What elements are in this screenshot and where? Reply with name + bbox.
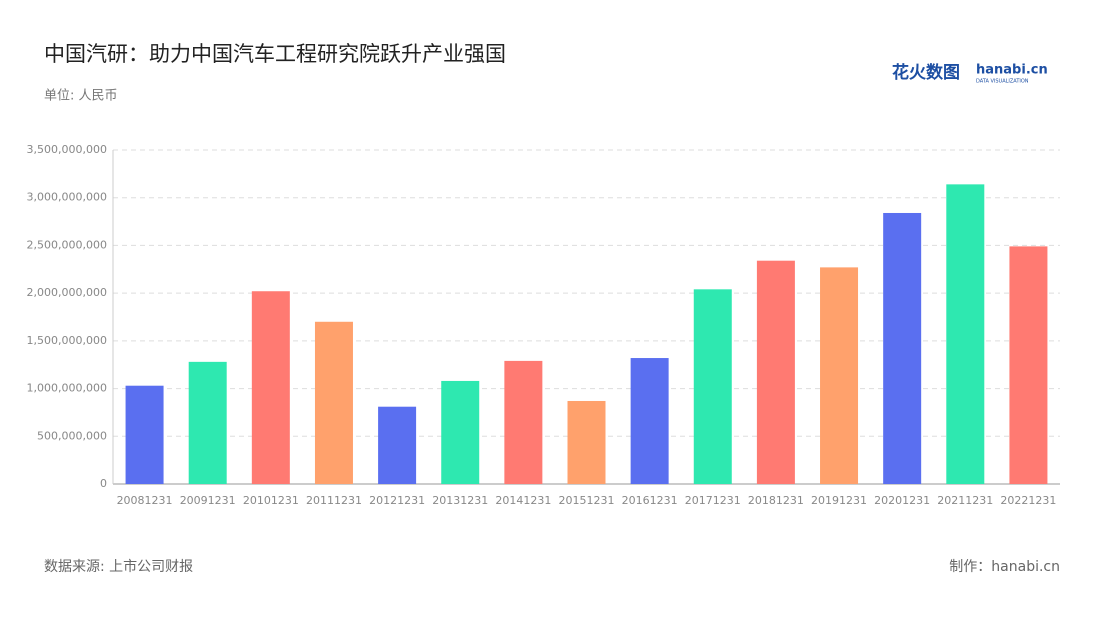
bar [188, 361, 227, 484]
x-tick-label: 20101231 [243, 494, 299, 507]
bar [504, 360, 543, 484]
x-tick-label: 20111231 [306, 494, 362, 507]
bar [567, 400, 606, 484]
x-tick-label: 20121231 [369, 494, 425, 507]
chart-title: 中国汽研：助力中国汽车工程研究院跃升产业强国 [44, 42, 506, 66]
logo-tagline: DATA VISUALIZATION [976, 79, 1029, 85]
x-tick-label: 20191231 [811, 494, 867, 507]
logo-name: 花火数图 [892, 62, 960, 83]
x-tick-label: 20211231 [937, 494, 993, 507]
y-tick-label: 2,000,000,000 [27, 286, 107, 299]
bar [378, 406, 417, 484]
x-tick-label: 20131231 [432, 494, 488, 507]
source: 数据来源: 上市公司财报 [44, 558, 193, 575]
subtitle: 单位: 人民币 [44, 89, 118, 104]
x-tick-label: 20151231 [559, 494, 615, 507]
bar [441, 380, 480, 484]
y-tick-label: 3,500,000,000 [27, 143, 107, 156]
x-tick-label: 20141231 [495, 494, 551, 507]
x-tick-label: 20201231 [874, 494, 930, 507]
bar [630, 358, 669, 484]
x-tick-label: 20221231 [1000, 494, 1056, 507]
credit: 制作：hanabi.cn [949, 559, 1060, 575]
logo-site: hanabi.cn [976, 63, 1048, 78]
bar [820, 267, 859, 484]
bar [125, 385, 164, 484]
x-tick-label: 20161231 [622, 494, 678, 507]
bar [314, 321, 353, 484]
x-tick-label: 20171231 [685, 494, 741, 507]
bar [1009, 246, 1048, 484]
y-tick-label: 3,000,000,000 [27, 191, 107, 204]
bar [946, 184, 985, 484]
y-tick-label: 2,500,000,000 [27, 238, 107, 251]
x-tick-label: 20181231 [748, 494, 804, 507]
bar [883, 212, 922, 485]
y-tick-label: 500,000,000 [37, 429, 107, 442]
y-tick-label: 0 [100, 477, 107, 490]
bar [756, 260, 795, 484]
bar [693, 289, 732, 484]
x-tick-label: 20081231 [117, 494, 173, 507]
x-tick-label: 20091231 [180, 494, 236, 507]
bar [251, 291, 290, 484]
y-tick-label: 1,500,000,000 [27, 334, 107, 347]
y-tick-label: 1,000,000,000 [27, 382, 107, 395]
